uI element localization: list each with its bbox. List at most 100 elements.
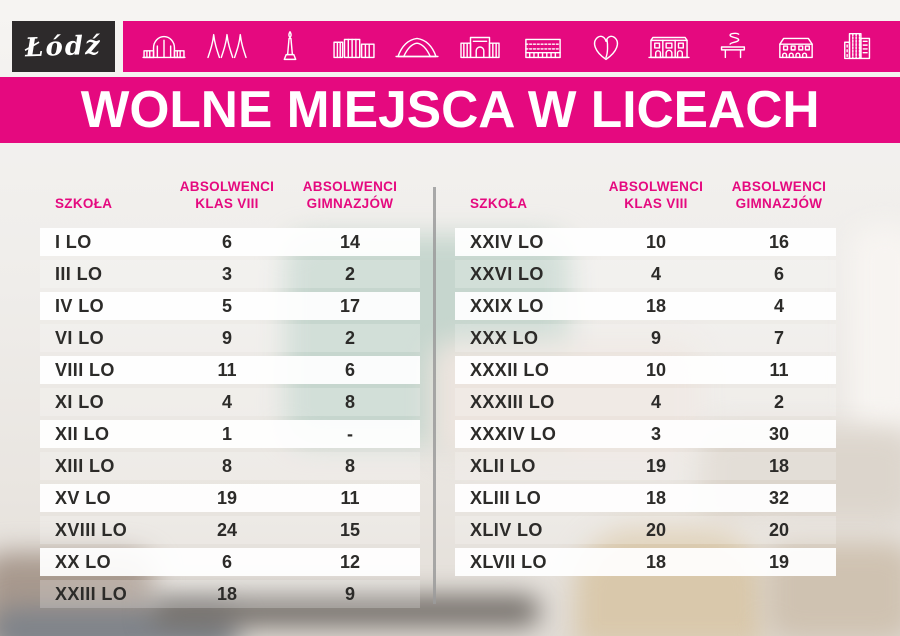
right-table-header: SZKOŁA ABSOLWENCI KLAS VIII ABSOLWENCI G… bbox=[455, 168, 836, 212]
table-row: XLVII LO 18 19 bbox=[455, 548, 836, 576]
left-table-header: SZKOŁA ABSOLWENCI KLAS VIII ABSOLWENCI G… bbox=[40, 168, 420, 212]
klas-viii-cell: 8 bbox=[221, 455, 232, 476]
klas-viii-cell: 19 bbox=[645, 455, 667, 476]
klas-viii-cell: 9 bbox=[650, 327, 661, 348]
klas-viii-cell: 18 bbox=[645, 295, 667, 316]
gimnazjow-cell: 6 bbox=[344, 359, 355, 380]
table-row: IV LO 5 17 bbox=[40, 292, 420, 320]
floor-blur-left bbox=[0, 608, 240, 636]
table-row: XXIX LO 18 4 bbox=[455, 292, 836, 320]
gate-building-icon bbox=[460, 36, 500, 58]
table-row: XXX LO 9 7 bbox=[455, 324, 836, 352]
school-name-cell: I LO bbox=[55, 231, 92, 252]
klas-viii-cell: 6 bbox=[221, 551, 232, 572]
gimnazjow-column-header: ABSOLWENCI GIMNAZJÓW bbox=[302, 179, 398, 211]
table-row: XXIV LO 10 16 bbox=[455, 228, 836, 256]
table-row: XLIV LO 20 20 bbox=[455, 516, 836, 544]
klas-viii-column-header: ABSOLWENCI KLAS VIII bbox=[608, 179, 704, 211]
table-row: XIII LO 8 8 bbox=[40, 452, 420, 480]
school-name-cell: XXX LO bbox=[470, 327, 539, 348]
school-name-cell: XV LO bbox=[55, 487, 112, 508]
school-name-cell: XII LO bbox=[55, 423, 110, 444]
school-name-cell: VI LO bbox=[55, 327, 105, 348]
school-name-cell: XXXII LO bbox=[470, 359, 550, 380]
klas-viii-cell: 11 bbox=[217, 359, 237, 380]
title-banner: WOLNE MIEJSCA W LICEACH bbox=[0, 77, 900, 143]
table-row: XLIII LO 18 32 bbox=[455, 484, 836, 512]
gimnazjow-cell: 18 bbox=[768, 455, 790, 476]
school-name-cell: XLII LO bbox=[470, 455, 536, 476]
lodz-logo: Łódź bbox=[12, 21, 115, 72]
table-divider bbox=[433, 187, 436, 604]
school-name-cell: XX LO bbox=[55, 551, 112, 572]
school-name-cell: VIII LO bbox=[55, 359, 115, 380]
table-row: XXXIII LO 4 2 bbox=[455, 388, 836, 416]
school-name-cell: XXIX LO bbox=[470, 295, 544, 316]
school-name-cell: XIII LO bbox=[55, 455, 115, 476]
school-name-cell: XXXIII LO bbox=[470, 391, 555, 412]
klas-viii-cell: 4 bbox=[650, 391, 661, 412]
gimnazjow-cell: 9 bbox=[344, 583, 355, 604]
klas-viii-cell: 20 bbox=[645, 519, 667, 540]
right-table: SZKOŁA ABSOLWENCI KLAS VIII ABSOLWENCI G… bbox=[455, 168, 836, 576]
klas-viii-cell: 5 bbox=[221, 295, 232, 316]
table-row: XXXII LO 10 11 bbox=[455, 356, 836, 384]
table-row: XXVI LO 4 6 bbox=[455, 260, 836, 288]
ec1-buildings-icon bbox=[332, 38, 375, 58]
klas-viii-cell: 18 bbox=[645, 487, 667, 508]
school-name-cell: XVIII LO bbox=[55, 519, 128, 540]
gimnazjow-column-header: ABSOLWENCI GIMNAZJÓW bbox=[731, 179, 827, 211]
gimnazjow-cell: 2 bbox=[344, 327, 355, 348]
table-row: XII LO 1 - bbox=[40, 420, 420, 448]
arcade-house-icon bbox=[778, 37, 813, 58]
landmarks-icon-bar bbox=[123, 21, 900, 72]
school-name-cell: IV LO bbox=[55, 295, 105, 316]
school-name-cell: XLIV LO bbox=[470, 519, 543, 540]
school-name-cell: XXXIV LO bbox=[470, 423, 557, 444]
right-table-body: XXIV LO 10 16 XXVI LO 4 6 XXIX LO 18 4 XXX LO 9 7 XX… bbox=[455, 228, 836, 576]
table-row: XV LO 19 11 bbox=[40, 484, 420, 512]
table-row: XLII LO 19 18 bbox=[455, 452, 836, 480]
gimnazjow-cell: 6 bbox=[773, 263, 784, 284]
school-name-cell: XLVII LO bbox=[470, 551, 547, 572]
table-row: XI LO 4 8 bbox=[40, 388, 420, 416]
table-row: XX LO 6 12 bbox=[40, 548, 420, 576]
klas-viii-cell: 18 bbox=[216, 583, 238, 604]
gimnazjow-cell: - bbox=[347, 423, 353, 444]
klas-viii-cell: 18 bbox=[645, 551, 667, 572]
gimnazjow-cell: 14 bbox=[339, 231, 361, 252]
klas-viii-cell: 9 bbox=[221, 327, 232, 348]
gimnazjow-cell: 30 bbox=[768, 423, 790, 444]
gimnazjow-cell: 12 bbox=[339, 551, 361, 572]
school-name-cell: XI LO bbox=[55, 391, 105, 412]
table-row: VIII LO 11 6 bbox=[40, 356, 420, 384]
gimnazjow-cell: 7 bbox=[773, 327, 784, 348]
klas-viii-cell: 24 bbox=[216, 519, 238, 540]
klas-viii-cell: 1 bbox=[221, 423, 232, 444]
school-column-header: SZKOŁA bbox=[55, 195, 113, 211]
gimnazjow-cell: 2 bbox=[344, 263, 355, 284]
left-table-body: I LO 6 14 III LO 3 2 IV LO 5 17 VI LO 9 2 VIII LO 11 6… bbox=[40, 228, 420, 608]
page-title: WOLNE MIEJSCA W LICEACH bbox=[80, 81, 820, 139]
table-row: III LO 3 2 bbox=[40, 260, 420, 288]
table-row: I LO 6 14 bbox=[40, 228, 420, 256]
school-column-header: SZKOŁA bbox=[470, 195, 528, 211]
table-row: VI LO 9 2 bbox=[40, 324, 420, 352]
spiral-sculpture-icon bbox=[721, 32, 746, 58]
gimnazjow-cell: 16 bbox=[768, 231, 790, 252]
gimnazjow-cell: 11 bbox=[340, 487, 360, 508]
gimnazjow-cell: 32 bbox=[768, 487, 790, 508]
klas-viii-cell: 3 bbox=[221, 263, 232, 284]
school-name-cell: XXVI LO bbox=[470, 263, 544, 284]
school-name-cell: XXIV LO bbox=[470, 231, 544, 252]
arena-icon bbox=[395, 37, 439, 57]
gimnazjow-cell: 8 bbox=[344, 455, 355, 476]
monument-icon bbox=[284, 30, 297, 60]
gimnazjow-cell: 20 bbox=[768, 519, 790, 540]
school-name-cell: XLIII LO bbox=[470, 487, 542, 508]
school-name-cell: III LO bbox=[55, 263, 103, 284]
table-row: XXXIV LO 3 30 bbox=[455, 420, 836, 448]
gimnazjow-cell: 4 bbox=[773, 295, 784, 316]
left-table: SZKOŁA ABSOLWENCI KLAS VIII ABSOLWENCI G… bbox=[40, 168, 420, 608]
